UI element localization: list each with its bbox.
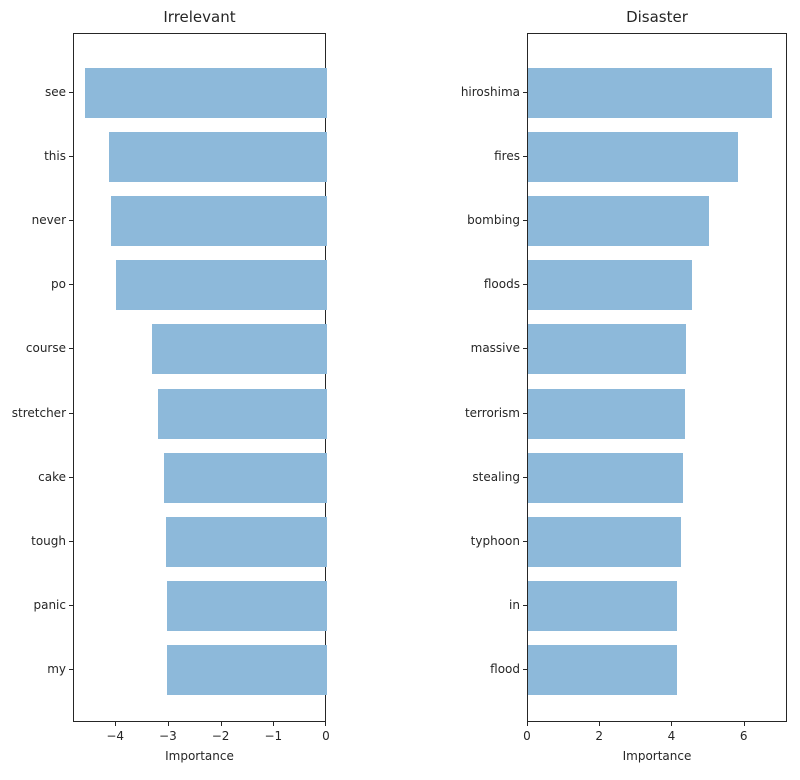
y-tick-mark xyxy=(523,156,527,158)
y-tick-label: fires xyxy=(494,149,520,164)
x-tick-mark xyxy=(671,722,673,726)
x-tick-mark xyxy=(325,722,326,726)
x-tick-mark xyxy=(599,722,601,726)
bar-tough xyxy=(166,516,327,567)
y-tick-label: flood xyxy=(490,661,520,676)
y-tick-label: my xyxy=(47,661,66,676)
x-tick-mark xyxy=(743,722,745,726)
y-tick-mark xyxy=(69,540,73,542)
bar-massive xyxy=(528,324,687,375)
bar-never xyxy=(111,196,327,247)
bar-floods xyxy=(528,260,692,311)
x-tick-label: −4 xyxy=(106,729,125,743)
y-tick-label: massive xyxy=(470,341,520,356)
bar-stretcher xyxy=(157,388,327,439)
x-tick-label: −2 xyxy=(211,729,230,743)
y-tick-mark xyxy=(523,604,527,606)
y-tick-mark xyxy=(523,412,527,414)
y-tick-mark xyxy=(69,476,73,478)
bar-in xyxy=(528,580,677,631)
bar-bombing xyxy=(528,196,709,247)
x-tick-label: 4 xyxy=(667,729,676,743)
bar-typhoon xyxy=(528,516,681,567)
y-tick-label: hiroshima xyxy=(460,85,520,99)
y-tick-mark xyxy=(69,348,73,350)
y-tick-label: typhoon xyxy=(470,533,520,548)
y-tick-mark xyxy=(69,668,73,670)
y-tick-label: course xyxy=(25,341,66,356)
y-tick-mark xyxy=(523,476,527,478)
y-tick-mark xyxy=(523,220,527,222)
x-tick-label: 0 xyxy=(523,729,531,743)
chart-title: Irrelevant xyxy=(163,8,236,26)
x-tick-mark xyxy=(167,722,169,726)
plot-area xyxy=(73,33,327,722)
y-tick-label: stretcher xyxy=(11,405,66,420)
bar-flood xyxy=(528,644,677,695)
x-axis-label: Importance xyxy=(165,749,234,763)
bar-terrorism xyxy=(528,388,685,439)
y-tick-label: terrorism xyxy=(464,405,520,420)
chart-title: Disaster xyxy=(626,8,688,26)
bar-hiroshima xyxy=(528,68,773,118)
bar-fires xyxy=(528,132,738,183)
y-tick-label: panic xyxy=(33,597,66,612)
y-tick-label: tough xyxy=(31,533,66,548)
y-tick-label: bombing xyxy=(467,213,520,228)
y-tick-label: in xyxy=(509,597,520,612)
bar-my xyxy=(167,644,327,695)
bar-cake xyxy=(163,452,327,503)
y-tick-mark xyxy=(69,412,73,414)
x-tick-mark xyxy=(115,722,117,726)
y-tick-mark xyxy=(69,92,73,93)
x-tick-label: 0 xyxy=(322,729,330,743)
x-tick-label: −3 xyxy=(159,729,177,743)
y-tick-mark xyxy=(523,92,527,93)
y-tick-mark xyxy=(523,348,527,350)
bar-see xyxy=(84,68,327,118)
y-tick-label: never xyxy=(31,213,66,228)
y-tick-label: this xyxy=(44,149,66,164)
bar-panic xyxy=(166,580,327,631)
y-tick-label: cake xyxy=(38,469,66,484)
x-tick-mark xyxy=(220,722,222,726)
bar-course xyxy=(151,324,327,375)
bar-stealing xyxy=(528,452,683,503)
y-tick-mark xyxy=(523,540,527,542)
y-tick-mark xyxy=(69,284,73,286)
y-tick-mark xyxy=(523,668,527,670)
y-tick-mark xyxy=(69,156,73,158)
y-tick-mark xyxy=(69,604,73,606)
y-tick-mark xyxy=(523,284,527,286)
plot-area xyxy=(527,33,787,722)
bar-this xyxy=(108,132,327,183)
bar-po xyxy=(116,260,327,311)
x-tick-label: 6 xyxy=(739,729,748,743)
y-tick-label: stealing xyxy=(472,469,520,484)
x-tick-mark xyxy=(527,722,528,726)
y-tick-label: floods xyxy=(483,277,520,292)
y-tick-label: po xyxy=(51,277,66,292)
x-tick-label: 2 xyxy=(595,729,603,743)
y-tick-mark xyxy=(69,220,73,222)
x-tick-mark xyxy=(273,722,275,726)
x-axis-label: Importance xyxy=(622,749,692,763)
y-tick-label: see xyxy=(44,85,66,99)
x-tick-label: −1 xyxy=(264,729,283,743)
